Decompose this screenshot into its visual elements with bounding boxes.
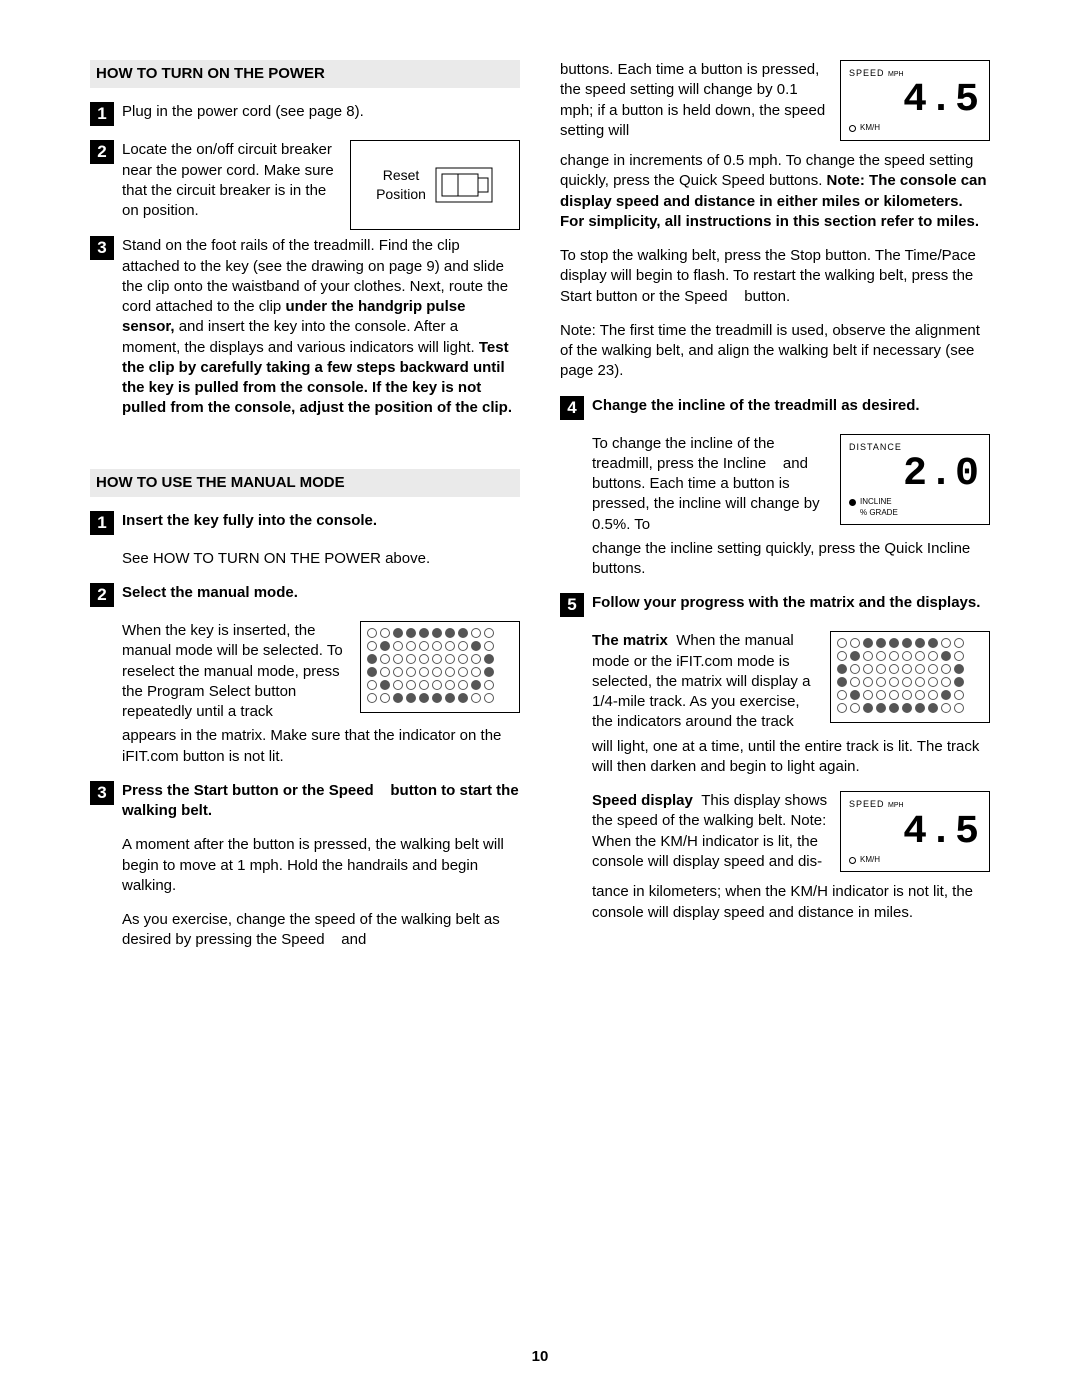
- right-step-4-body: DISTANCE 2.0 INCLINE % GRADE To change t…: [592, 434, 990, 535]
- step-number: 3: [90, 236, 114, 260]
- power-step-2-block: Reset Position 2 Locate the on/off circu…: [90, 140, 520, 236]
- matrix-paragraph-2: will light, one at a time, until the ent…: [592, 737, 990, 778]
- power-step-3: 3 Stand on the foot rails of the treadmi…: [90, 236, 520, 418]
- right-step-4-text2: change the incline setting quickly, pres…: [592, 539, 990, 580]
- step-number: 1: [90, 102, 114, 126]
- manual-step-3: 3 Press the Start button or the Speed bu…: [90, 781, 520, 822]
- right-step-5: 5 Follow your progress with the matrix a…: [560, 593, 990, 617]
- step-text: Locate the on/off circuit breaker near t…: [122, 140, 338, 221]
- matrix-track-figure: [360, 621, 520, 713]
- right-cont2: change in increments of 0.5 mph. To chan…: [560, 151, 990, 232]
- manual-step-1-text: See HOW TO TURN ON THE POWER above.: [122, 549, 520, 569]
- step-number: 2: [90, 140, 114, 164]
- speed-lcd-figure-2: SPEED MPH 4.5 KM/H: [840, 791, 990, 872]
- right-p3: To stop the walking belt, press the Stop…: [560, 246, 990, 307]
- manual-step-2-text2: appears in the matrix. Make sure that th…: [122, 726, 520, 767]
- speed-display-paragraph-2: tance in kilometers; when the KM/H indic…: [592, 882, 990, 923]
- matrix-track-figure-2: [830, 631, 990, 723]
- step-number: 5: [560, 593, 584, 617]
- step-number: 3: [90, 781, 114, 805]
- reset-label: Reset Position: [376, 166, 426, 204]
- manual-step-2: 2 Select the manual mode.: [90, 583, 520, 607]
- step-number: 4: [560, 396, 584, 420]
- distance-lcd-figure: DISTANCE 2.0 INCLINE % GRADE: [840, 434, 990, 526]
- manual-step-2-body: When the key is inserted, the manual mod…: [122, 621, 520, 722]
- step-text: Stand on the foot rails of the treadmill…: [122, 236, 520, 418]
- section-how-to-power: HOW TO TURN ON THE POWER: [90, 60, 520, 88]
- step-text: Plug in the power cord (see page 8).: [122, 102, 520, 122]
- reset-position-figure: Reset Position: [350, 140, 520, 230]
- manual-step-3-p1: A moment after the button is pressed, th…: [122, 835, 520, 896]
- step-title: Insert the key fully into the console.: [122, 512, 377, 529]
- step-number: 2: [90, 583, 114, 607]
- section-manual-mode: HOW TO USE THE MANUAL MODE: [90, 469, 520, 497]
- step-title: Press the Start button or the Speed butt…: [122, 782, 519, 819]
- step-title: Change the incline of the treadmill as d…: [592, 397, 920, 414]
- power-step-2: 2 Locate the on/off circuit breaker near…: [90, 140, 338, 221]
- step-title: Follow your progress with the matrix and…: [592, 594, 980, 611]
- lcd-value: 2.0: [849, 455, 981, 495]
- step-number: 1: [90, 511, 114, 535]
- step-title: Select the manual mode.: [122, 584, 298, 601]
- lcd-value: 4.5: [849, 813, 981, 853]
- speed-lcd-figure: SPEED MPH 4.5 KM/H: [840, 60, 990, 141]
- matrix-paragraph: The matrix When the manual mode or the i…: [592, 631, 990, 732]
- breaker-icon: [434, 160, 494, 210]
- page-number: 10: [0, 1347, 1080, 1367]
- manual-page: HOW TO TURN ON THE POWER 1 Plug in the p…: [0, 0, 1080, 1397]
- right-step-4: 4 Change the incline of the treadmill as…: [560, 396, 990, 420]
- manual-step-1: 1 Insert the key fully into the console.: [90, 511, 520, 535]
- right-p4: Note: The first time the treadmill is us…: [560, 321, 990, 382]
- lcd-value: 4.5: [849, 81, 981, 121]
- speed-display-paragraph: SPEED MPH 4.5 KM/H Speed display This di…: [592, 791, 990, 878]
- manual-step-3-p2: As you exercise, change the speed of the…: [122, 910, 520, 951]
- power-step-1: 1 Plug in the power cord (see page 8).: [90, 102, 520, 126]
- right-cont-block: SPEED MPH 4.5 KM/H buttons. Each time a …: [560, 60, 990, 147]
